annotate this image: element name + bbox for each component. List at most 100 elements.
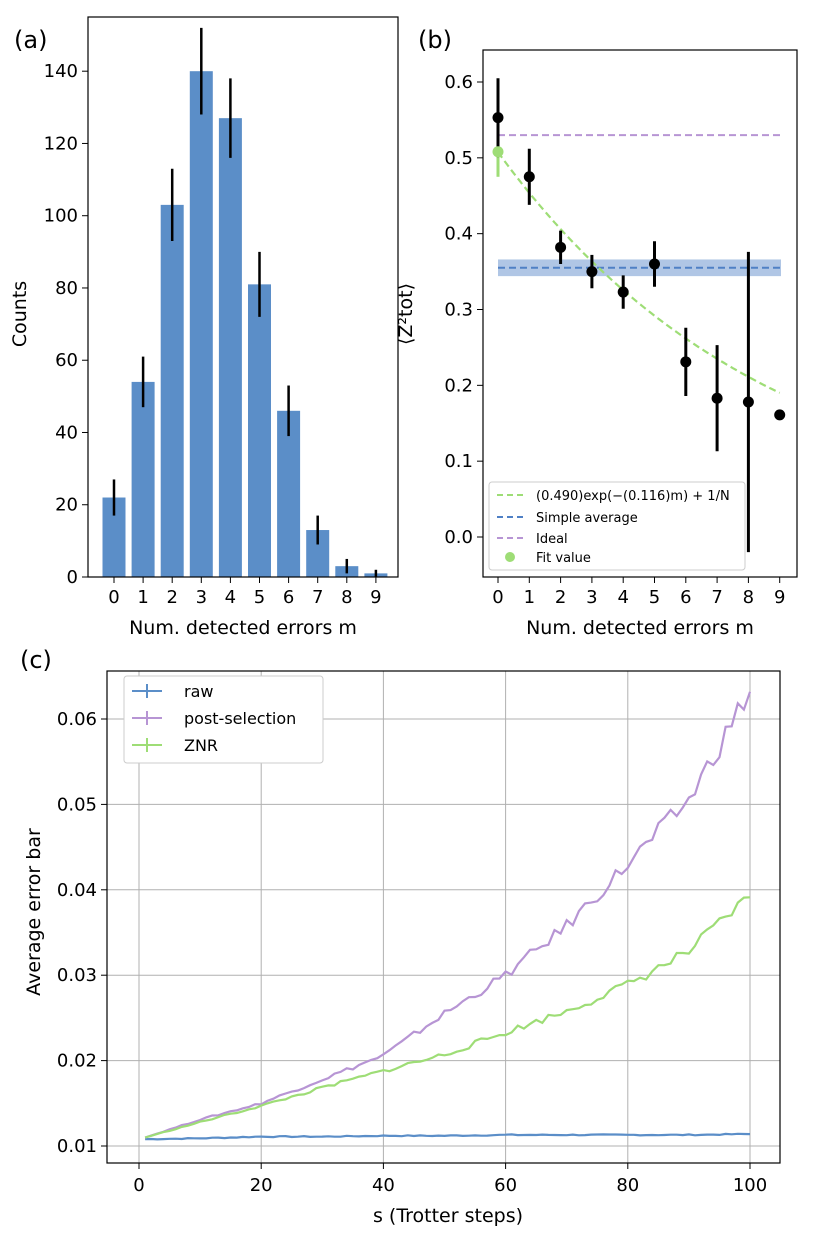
data-point-1	[523, 171, 535, 183]
y-tick-label: 0.0	[444, 527, 473, 548]
data-point-6	[680, 356, 692, 368]
x-tick-label: 20	[250, 1175, 273, 1196]
bar-0	[102, 497, 126, 577]
series-line-ZNR	[144, 896, 751, 1139]
x-tick-label: 4	[617, 587, 628, 608]
bar-7	[306, 530, 330, 577]
panel-c-plot-area: 0 20 40 60 80 100 0.01 0.02 0.03 0.04 0.05 0.06	[57, 670, 781, 1196]
x-tick-label: 100	[733, 1175, 767, 1196]
series-line-raw	[145, 1132, 751, 1141]
panel-a-frame	[87, 16, 399, 578]
panel-label-b: (b)	[418, 26, 452, 54]
y-tick-label: 0.6	[444, 72, 473, 93]
y-tick-label: 20	[55, 495, 78, 516]
x-tick-label: 60	[494, 1175, 517, 1196]
x-tick-label: 7	[312, 587, 323, 608]
y-tick-label: 0.01	[57, 1136, 97, 1157]
y-tick-label: 0.5	[444, 148, 473, 169]
x-tick-label: 80	[616, 1175, 639, 1196]
panel-c-x-axis-label: s (Trotter steps)	[373, 1205, 523, 1227]
y-tick-label: 0.3	[444, 300, 473, 321]
y-tick-label: 0.03	[57, 965, 97, 986]
x-tick-label: 8	[743, 587, 754, 608]
panel-c-frame	[106, 670, 781, 1164]
y-tick-label: 60	[55, 350, 78, 371]
x-tick-label: 8	[341, 587, 352, 608]
panel-label-c: (c)	[20, 646, 52, 674]
panel-c-y-axis-label: Average error bar	[23, 828, 45, 996]
legend-raw-label: raw	[184, 682, 213, 701]
legend-znr-label: ZNR	[184, 736, 218, 755]
data-point-5	[649, 258, 660, 270]
panel-c-legend: raw post-selection ZNR	[123, 675, 324, 764]
legend-ideal-label: Ideal	[536, 532, 568, 547]
x-tick-label: 1	[137, 587, 148, 608]
data-point-9	[774, 409, 786, 421]
simple-average-band	[498, 259, 781, 277]
bar-4	[218, 118, 242, 578]
y-tick-label: 140	[44, 61, 78, 82]
y-tick-label: 0.06	[57, 709, 97, 730]
panel-c-legend-box	[123, 675, 324, 764]
x-tick-label: 5	[649, 587, 660, 608]
panel-b-scatter-chart: (b) 0 1 2 3 4 5 6 7 8 9 0.0 0.1 0.2 0.3 0.4 0.5 0.6 Num.…	[395, 26, 798, 639]
x-tick-label: 4	[225, 587, 236, 608]
y-tick-label: 0.2	[444, 375, 473, 396]
panel-c-line-chart: (c) 0 20 40 60 80 100 0.01 0.02 0.03 0.04 0.05 0.06…	[20, 646, 781, 1227]
x-tick-label: 40	[372, 1175, 395, 1196]
panel-label-a: (a)	[14, 26, 47, 54]
bar-6	[277, 410, 301, 577]
y-tick-label: 0	[67, 567, 78, 588]
x-tick-label: 3	[196, 587, 207, 608]
x-tick-label: 5	[254, 587, 265, 608]
x-tick-label: 0	[492, 587, 503, 608]
y-tick-label: 40	[55, 422, 78, 443]
legend-fit-value-label: Fit value	[536, 551, 591, 566]
panel-a-x-axis-label: Num. detected errors m	[129, 617, 357, 639]
x-tick-label: 9	[370, 587, 381, 608]
fit-curve	[497, 151, 781, 394]
y-tick-label: 0.05	[57, 794, 97, 815]
y-tick-label: 120	[44, 133, 78, 154]
legend-fit-value-swatch	[505, 552, 515, 562]
bar-5	[248, 284, 271, 577]
data-point-4	[617, 286, 629, 298]
x-tick-label: 9	[774, 587, 785, 608]
x-tick-label: 0	[108, 587, 119, 608]
x-tick-label: 0	[133, 1175, 144, 1196]
panel-b-x-axis-label: Num. detected errors m	[526, 617, 754, 639]
y-tick-label: 0.1	[444, 451, 473, 472]
legend-simple-average-label: Simple average	[536, 511, 638, 526]
panel-b-plot-area: 0 1 2 3 4 5 6 7 8 9 0.0 0.1 0.2 0.3 0.4 0.5 0.6	[444, 49, 798, 608]
panel-b-frame	[482, 49, 798, 578]
y-tick-label: 100	[44, 206, 78, 227]
data-point-8	[742, 396, 754, 408]
panel-b-legend-box	[488, 481, 746, 571]
x-tick-label: 6	[283, 587, 294, 608]
legend-fit-label: (0.490)exp(−(0.116)m) + 1/N	[536, 489, 730, 504]
panel-b-y-axis-label: ⟨Z²tot⟩	[395, 283, 417, 345]
x-tick-label: 2	[166, 587, 177, 608]
x-tick-label: 7	[711, 587, 722, 608]
series-line-post-selection	[144, 691, 752, 1139]
panel-b-legend: (0.490)exp(−(0.116)m) + 1/N Simple avera…	[488, 481, 746, 571]
x-tick-label: 3	[586, 587, 597, 608]
data-point-7	[711, 392, 723, 404]
data-point-2	[555, 241, 567, 253]
legend-post-selection-label: post-selection	[184, 709, 296, 728]
bar-1	[131, 381, 155, 577]
y-tick-label: 0.02	[57, 1051, 97, 1072]
y-tick-label: 80	[55, 278, 78, 299]
bar-3	[189, 71, 213, 578]
data-point-3	[586, 266, 598, 278]
x-tick-label: 2	[555, 587, 566, 608]
panel-a-y-axis-label: Counts	[9, 281, 31, 347]
fit-value-point	[492, 146, 504, 158]
x-tick-label: 1	[524, 587, 535, 608]
y-tick-label: 0.4	[444, 224, 473, 245]
y-tick-label: 0.04	[57, 880, 97, 901]
data-point-0	[492, 112, 504, 124]
